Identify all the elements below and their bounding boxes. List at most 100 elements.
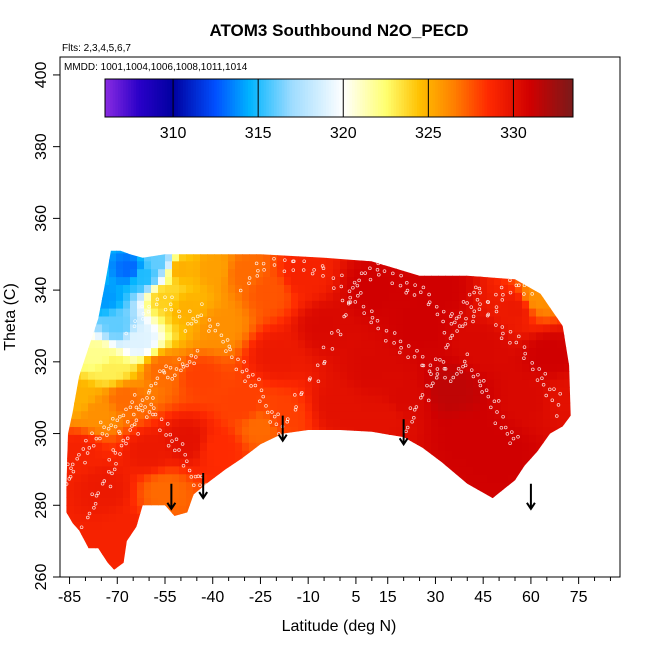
field-cell [249,260,257,270]
field-cell [123,426,131,435]
field-cell [543,308,551,317]
field-cell [291,418,299,427]
flight-sample-point [87,511,92,516]
field-cell [389,410,397,420]
field-cell [256,276,264,285]
flight-sample-point [508,341,512,345]
field-cell [522,450,530,459]
field-cell [487,497,495,506]
field-cell [354,402,362,412]
field-cell [508,552,516,562]
field-cell [487,481,495,491]
field-cell [326,347,334,356]
field-cell [508,513,516,522]
field-cell [557,528,565,538]
field-cell [375,521,383,530]
field-cell [550,250,558,254]
field-cell [109,450,117,459]
colorbar-swatch [463,79,467,117]
field-cell [74,521,82,530]
field-cell [445,473,453,483]
field-cell [179,505,187,514]
field-cell [123,434,131,443]
field-cell [235,513,243,522]
field-cell [298,308,306,317]
field-cell [235,371,243,380]
field-cell [557,394,565,404]
field-cell [200,371,208,380]
flight-sample-point [140,408,145,413]
field-cell [473,347,481,356]
flight-sample-point [357,278,361,283]
field-cell [375,568,383,570]
field-cell [319,426,327,435]
field-cell [473,300,481,309]
field-cell [137,347,145,356]
field-cell [466,489,474,498]
flight-sample-point [523,274,527,279]
field-cell [515,489,523,498]
field-cell [67,410,75,420]
field-cell [417,528,425,538]
field-cell [263,308,271,317]
flight-sample-point [272,256,276,261]
field-cell [494,450,502,459]
field-cell [543,528,551,538]
colorbar-swatch [518,79,522,117]
flight-sample-point [94,494,99,498]
field-cell [466,410,474,420]
field-cell [270,315,278,325]
field-cell [466,292,474,301]
field-cell [186,276,194,285]
field-cell [578,482,586,491]
field-cell [389,260,397,270]
field-cell [494,568,502,570]
field-cell [431,339,439,349]
field-cell [165,371,173,380]
field-cell [312,315,320,325]
field-cell [144,505,152,514]
field-cell [536,505,544,514]
field-cell [550,363,558,372]
flight-sample-point [147,410,152,414]
arrow-head [166,502,177,511]
field-cell [67,284,75,293]
field-cell [564,576,572,585]
field-cell [74,576,82,585]
field-cell [431,528,439,538]
field-cell [116,371,124,380]
field-cell [172,505,180,514]
field-cell [291,513,299,522]
field-cell [319,339,327,349]
field-cell [151,576,159,585]
field-cell [305,292,313,301]
field-cell [466,237,474,246]
colorbar-swatch [141,79,145,117]
field-cell [480,402,488,412]
field-cell [459,426,467,435]
flight-sample-point [244,368,249,372]
field-cell [515,300,523,309]
field-cell [326,473,334,483]
field-cell [60,576,68,585]
field-cell [501,560,509,569]
field-cell [571,316,579,325]
flight-sample-point [68,474,73,479]
field-cell [214,418,222,427]
field-cell [473,276,481,285]
field-cell [319,308,327,317]
flight-sample-point [299,392,303,396]
field-cell [242,505,250,514]
field-cell [81,339,89,349]
flight-sample-point [133,319,137,323]
field-cell [326,560,334,569]
colorbar-tick-label: 315 [245,125,272,142]
field-cell [228,410,236,420]
field-cell [242,250,250,254]
field-cell [109,536,117,546]
field-cell [137,250,145,254]
field-cell [81,308,89,317]
field-cell [480,252,488,262]
field-cell [368,497,376,506]
field-cell [578,458,586,467]
